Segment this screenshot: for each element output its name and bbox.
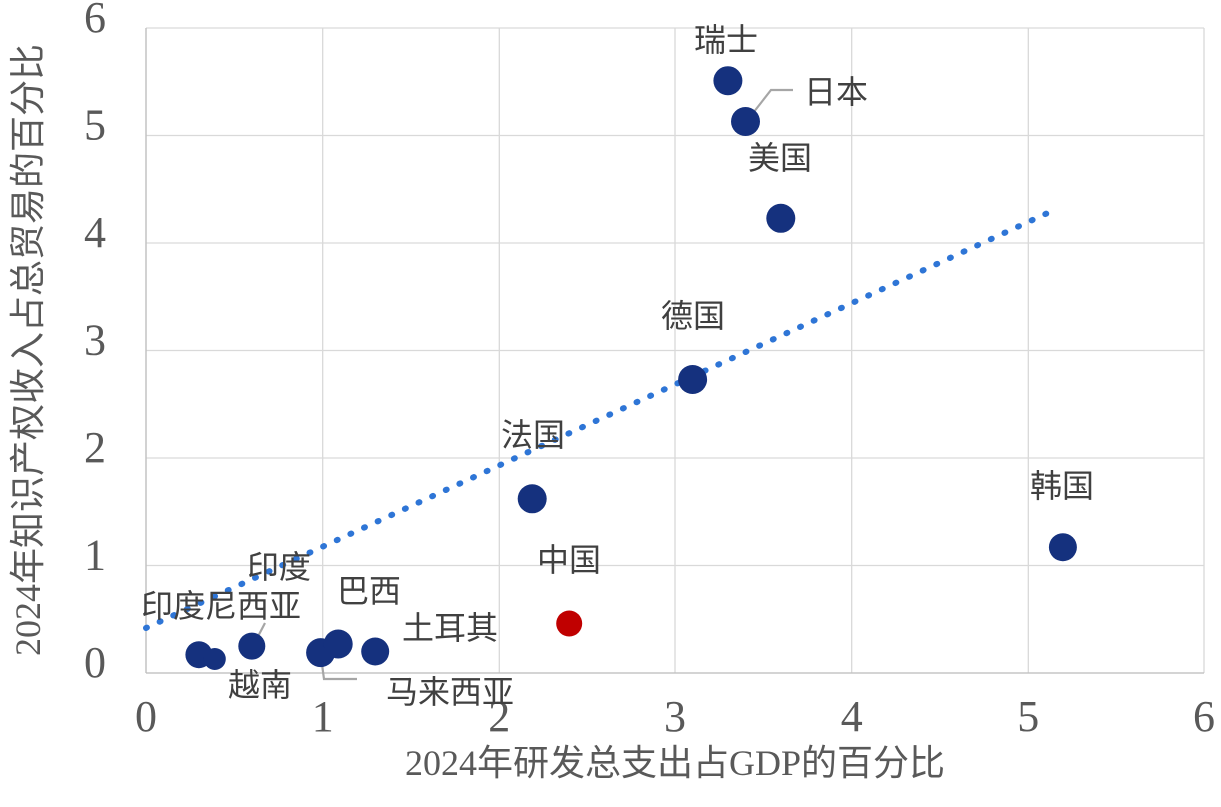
svg-text:马来西亚: 马来西亚 <box>386 674 514 710</box>
svg-text:6: 6 <box>84 0 106 42</box>
svg-text:越南: 越南 <box>228 667 292 703</box>
svg-text:5: 5 <box>1017 692 1039 741</box>
svg-text:3: 3 <box>84 316 106 365</box>
svg-text:韩国: 韩国 <box>1030 468 1094 504</box>
svg-text:巴西: 巴西 <box>337 573 401 609</box>
svg-text:瑞士: 瑞士 <box>694 22 758 58</box>
svg-text:5: 5 <box>84 101 106 150</box>
svg-text:2: 2 <box>84 423 106 472</box>
svg-text:1: 1 <box>84 531 106 580</box>
svg-text:法国: 法国 <box>501 417 565 453</box>
svg-text:德国: 德国 <box>661 298 725 334</box>
svg-text:4: 4 <box>841 692 863 741</box>
svg-text:6: 6 <box>1193 692 1215 741</box>
svg-text:美国: 美国 <box>748 140 812 176</box>
svg-text:日本: 日本 <box>804 74 868 110</box>
svg-text:2024年研发总支出占GDP的百分比: 2024年研发总支出占GDP的百分比 <box>405 743 945 783</box>
svg-text:4: 4 <box>84 208 106 257</box>
svg-text:0: 0 <box>135 692 157 741</box>
svg-text:1: 1 <box>312 692 334 741</box>
svg-text:3: 3 <box>664 692 686 741</box>
svg-text:中国: 中国 <box>537 542 601 578</box>
svg-text:0: 0 <box>84 638 106 687</box>
svg-text:印度: 印度 <box>247 549 311 585</box>
svg-text:土耳其: 土耳其 <box>402 610 498 646</box>
svg-text:印度尼西亚: 印度尼西亚 <box>141 588 301 624</box>
svg-text:2024年知识产权收入占总贸易的百分比: 2024年知识产权收入占总贸易的百分比 <box>8 44 48 656</box>
